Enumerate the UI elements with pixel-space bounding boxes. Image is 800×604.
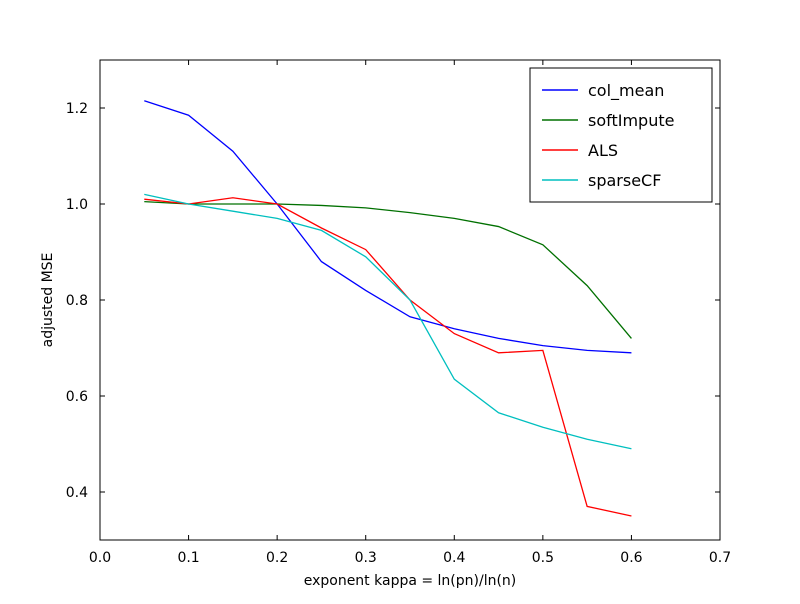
y-axis-label: adjusted MSE xyxy=(40,253,56,348)
series-col_mean xyxy=(144,100,632,354)
series-softImpute xyxy=(144,200,632,339)
series-ALS xyxy=(144,197,632,517)
y-tick-label: 0.8 xyxy=(66,293,88,309)
y-axis: 0.4 0.6 0.8 1.0 1.2 xyxy=(66,101,720,501)
legend-label-ALS: ALS xyxy=(588,141,618,160)
x-tick-label: 0.5 xyxy=(532,550,554,566)
x-tick-label: 0.1 xyxy=(177,550,199,566)
x-tick-label: 0.4 xyxy=(443,550,465,566)
legend: col_mean softImpute ALS sparseCF xyxy=(529,67,713,203)
series-group xyxy=(144,100,632,517)
series-sparseCF xyxy=(144,193,632,450)
x-tick-label: 0.0 xyxy=(89,550,111,566)
y-tick-label: 0.6 xyxy=(66,389,88,405)
y-tick-label: 0.4 xyxy=(66,485,88,501)
x-axis: 0.0 0.1 0.2 0.3 0.4 0.5 0.6 0.7 xyxy=(89,60,731,566)
y-tick-label: 1.0 xyxy=(66,197,88,213)
legend-label-col_mean: col_mean xyxy=(588,81,664,101)
x-tick-label: 0.7 xyxy=(709,550,731,566)
y-tick-label: 1.2 xyxy=(66,101,88,117)
x-tick-label: 0.3 xyxy=(355,550,377,566)
x-axis-label: exponent kappa = ln(pn)/ln(n) xyxy=(304,573,517,589)
legend-label-softImpute: softImpute xyxy=(588,111,674,130)
x-tick-label: 0.2 xyxy=(266,550,288,566)
legend-label-sparseCF: sparseCF xyxy=(588,171,661,190)
x-tick-label: 0.6 xyxy=(620,550,642,566)
